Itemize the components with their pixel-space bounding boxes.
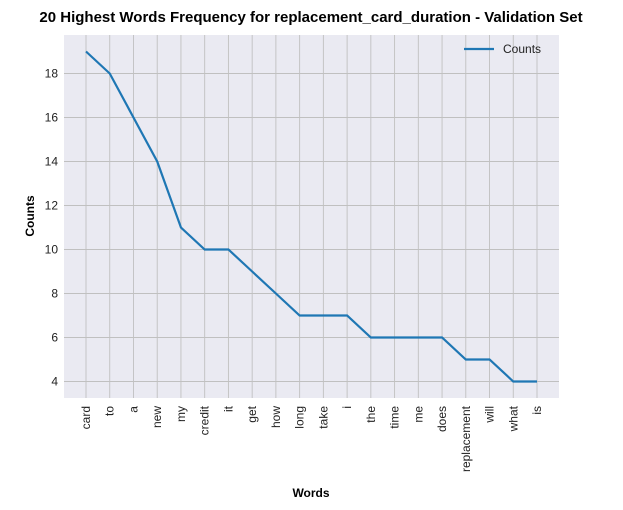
x-axis-ticks: card to a new my credit it get how long take i the ti… bbox=[79, 405, 544, 472]
x-tick-label: will bbox=[483, 406, 497, 424]
series-line-counts bbox=[85, 50, 537, 383]
y-axis-label: Counts bbox=[23, 195, 37, 237]
x-tick-label: card bbox=[79, 406, 93, 429]
x-tick-label: i bbox=[340, 406, 354, 409]
x-tick-label: credit bbox=[198, 405, 212, 435]
plot-area bbox=[64, 35, 559, 398]
y-tick-label: 6 bbox=[51, 331, 58, 345]
x-tick-label: it bbox=[221, 405, 235, 412]
legend-label-counts: Counts bbox=[503, 42, 541, 56]
x-tick-label: long bbox=[293, 406, 307, 429]
y-axis-ticks: 4 6 8 10 12 14 16 18 bbox=[45, 67, 59, 389]
x-tick-label: how bbox=[269, 406, 283, 428]
y-tick-label: 16 bbox=[45, 111, 59, 125]
x-tick-label: get bbox=[245, 405, 259, 422]
x-tick-label: what bbox=[506, 405, 520, 432]
y-tick-label: 14 bbox=[45, 155, 59, 169]
y-tick-label: 18 bbox=[45, 67, 59, 81]
legend: Counts bbox=[464, 42, 541, 56]
chart-title: 20 Highest Words Frequency for replaceme… bbox=[39, 9, 582, 26]
y-tick-label: 8 bbox=[51, 287, 58, 301]
x-tick-label: is bbox=[530, 406, 544, 415]
x-tick-label: does bbox=[435, 406, 449, 432]
y-tick-label: 10 bbox=[45, 243, 59, 257]
x-tick-label: replacement bbox=[459, 405, 473, 472]
x-tick-label: the bbox=[364, 406, 378, 423]
x-tick-label: my bbox=[174, 406, 188, 422]
x-tick-label: me bbox=[411, 406, 425, 423]
y-tick-label: 12 bbox=[45, 199, 59, 213]
x-tick-label: to bbox=[103, 406, 117, 416]
x-tick-label: new bbox=[150, 406, 164, 428]
x-tick-label: take bbox=[316, 406, 330, 429]
x-axis-label: Words bbox=[292, 486, 329, 500]
y-tick-label: 4 bbox=[51, 375, 58, 389]
x-tick-label: time bbox=[388, 406, 402, 429]
x-tick-label: a bbox=[126, 406, 140, 413]
